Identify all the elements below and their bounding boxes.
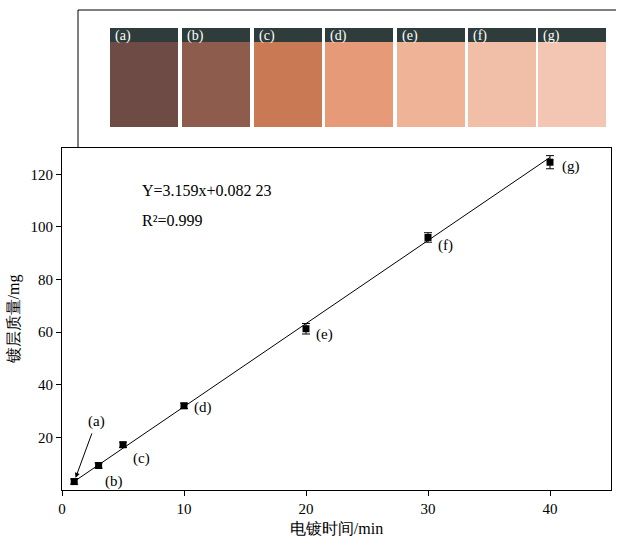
- svg-text:(f): (f): [473, 28, 487, 44]
- svg-text:60: 60: [38, 324, 53, 340]
- svg-text:10: 10: [177, 501, 192, 517]
- svg-text:(f): (f): [438, 237, 453, 254]
- svg-text:30: 30: [421, 501, 436, 517]
- svg-text:(e): (e): [402, 28, 418, 44]
- svg-text:(c): (c): [133, 450, 150, 467]
- svg-text:(b): (b): [187, 28, 204, 44]
- svg-text:(c): (c): [259, 28, 275, 44]
- svg-text:电镀时间/min: 电镀时间/min: [290, 520, 383, 537]
- svg-text:(d): (d): [194, 399, 212, 416]
- svg-text:(e): (e): [316, 326, 333, 343]
- svg-text:(b): (b): [105, 473, 123, 490]
- svg-text:(g): (g): [543, 28, 560, 44]
- svg-text:(a): (a): [88, 413, 105, 430]
- svg-text:20: 20: [299, 501, 314, 517]
- svg-text:100: 100: [31, 219, 54, 235]
- svg-text:40: 40: [543, 501, 558, 517]
- svg-text:镀层质量/mg: 镀层质量/mg: [5, 275, 23, 365]
- svg-text:R²=0.999: R²=0.999: [142, 212, 203, 229]
- svg-text:120: 120: [31, 167, 54, 183]
- svg-text:(a): (a): [115, 28, 131, 44]
- svg-text:(d): (d): [330, 28, 347, 44]
- svg-text:80: 80: [38, 272, 53, 288]
- svg-text:(g): (g): [562, 158, 580, 175]
- svg-text:Y=3.159x+0.082 23: Y=3.159x+0.082 23: [142, 182, 272, 199]
- svg-text:40: 40: [38, 377, 53, 393]
- svg-text:20: 20: [38, 430, 53, 446]
- svg-text:0: 0: [58, 501, 66, 517]
